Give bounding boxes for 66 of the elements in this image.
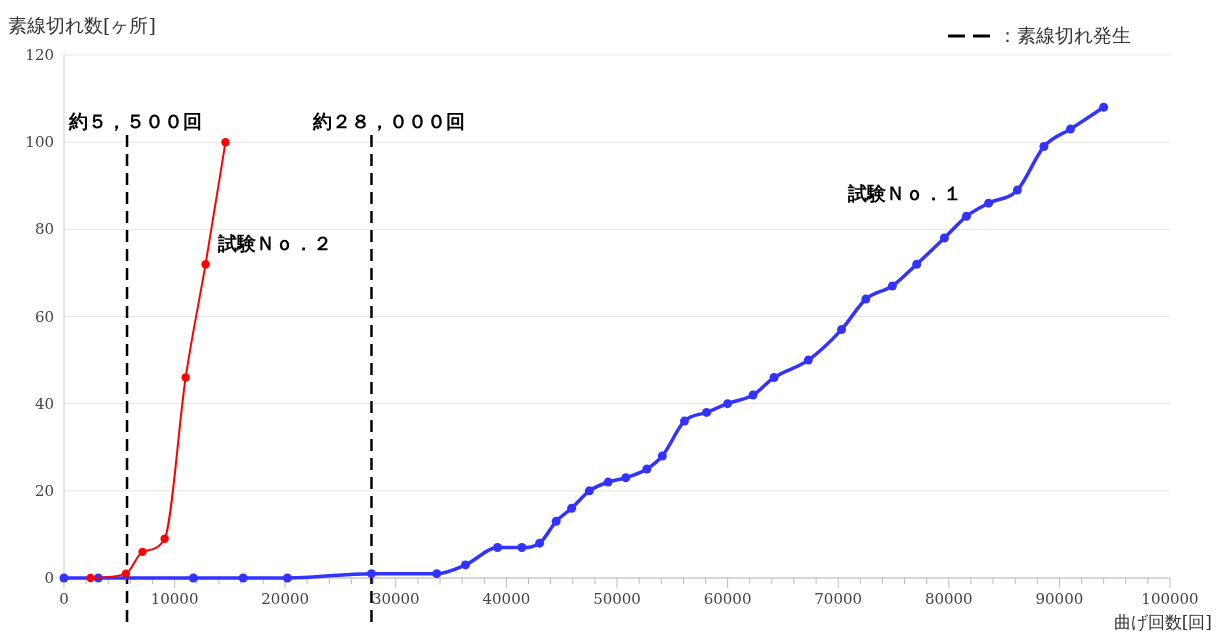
point: [861, 294, 871, 304]
x-tick-label: 60000: [703, 590, 752, 608]
x-tick-label: 90000: [1035, 590, 1084, 608]
point: [748, 390, 758, 400]
y-tick-label: 0: [44, 569, 54, 587]
point: [181, 373, 190, 382]
y-tick-label: 40: [34, 394, 54, 413]
y-tick-label: 120: [25, 46, 54, 64]
x-tick-label: 20000: [261, 590, 310, 608]
point: [366, 569, 376, 579]
point: [121, 569, 131, 578]
x-tick-label: 0: [59, 590, 69, 608]
point: [723, 399, 733, 409]
point: [567, 503, 577, 513]
point: [642, 464, 652, 474]
point: [86, 573, 95, 583]
point: [1065, 124, 1075, 134]
text: ：素線切れ発生: [998, 24, 1131, 46]
x-tick-label: 80000: [924, 590, 973, 608]
x-tick-label: 10000: [150, 590, 199, 608]
y-axis-title: 素線切れ数[ヶ所]: [8, 14, 156, 36]
point: [201, 260, 210, 269]
point: [460, 560, 470, 570]
point: [912, 259, 922, 269]
x-tick-label: 100000: [1141, 590, 1199, 608]
x-tick-label: 70000: [814, 590, 863, 608]
series-label: 試験Ｎｏ．１: [847, 182, 962, 204]
point: [517, 542, 527, 552]
point: [432, 569, 442, 579]
point: [837, 325, 847, 335]
point: [238, 573, 248, 583]
ref-line-label: 約２８，０００回: [312, 110, 466, 132]
point: [188, 573, 198, 583]
y-tick-label: 100: [25, 133, 54, 152]
point: [138, 547, 147, 557]
point: [962, 211, 971, 221]
x-tick-label: 50000: [593, 590, 641, 608]
x-axis-title: 曲げ回数[回]: [1113, 612, 1212, 632]
point: [702, 407, 712, 417]
point: [584, 486, 594, 496]
x-tick-label: 30000: [371, 590, 420, 608]
point: [657, 451, 667, 461]
point: [59, 573, 69, 583]
x-tick-label: 40000: [482, 590, 531, 608]
point: [551, 516, 561, 526]
point: [221, 137, 230, 147]
point: [603, 477, 613, 487]
point: [939, 233, 949, 243]
y-tick-label: 20: [34, 481, 54, 500]
point: [493, 542, 503, 552]
point: [769, 373, 779, 383]
point: [1099, 102, 1109, 112]
point: [1012, 185, 1022, 195]
point: [160, 534, 169, 543]
point: [282, 573, 292, 583]
point: [887, 281, 897, 291]
point: [984, 198, 994, 208]
point: [535, 538, 545, 548]
y-tick-label: 60: [34, 307, 54, 326]
point: [1039, 142, 1049, 152]
y-tick-label: 80: [34, 220, 54, 239]
point: [679, 416, 689, 426]
ref-line-label: 約５，５００回: [68, 110, 203, 132]
series-label: 試験Ｎｏ．２: [217, 232, 332, 254]
point: [621, 473, 631, 483]
point: [803, 355, 813, 365]
